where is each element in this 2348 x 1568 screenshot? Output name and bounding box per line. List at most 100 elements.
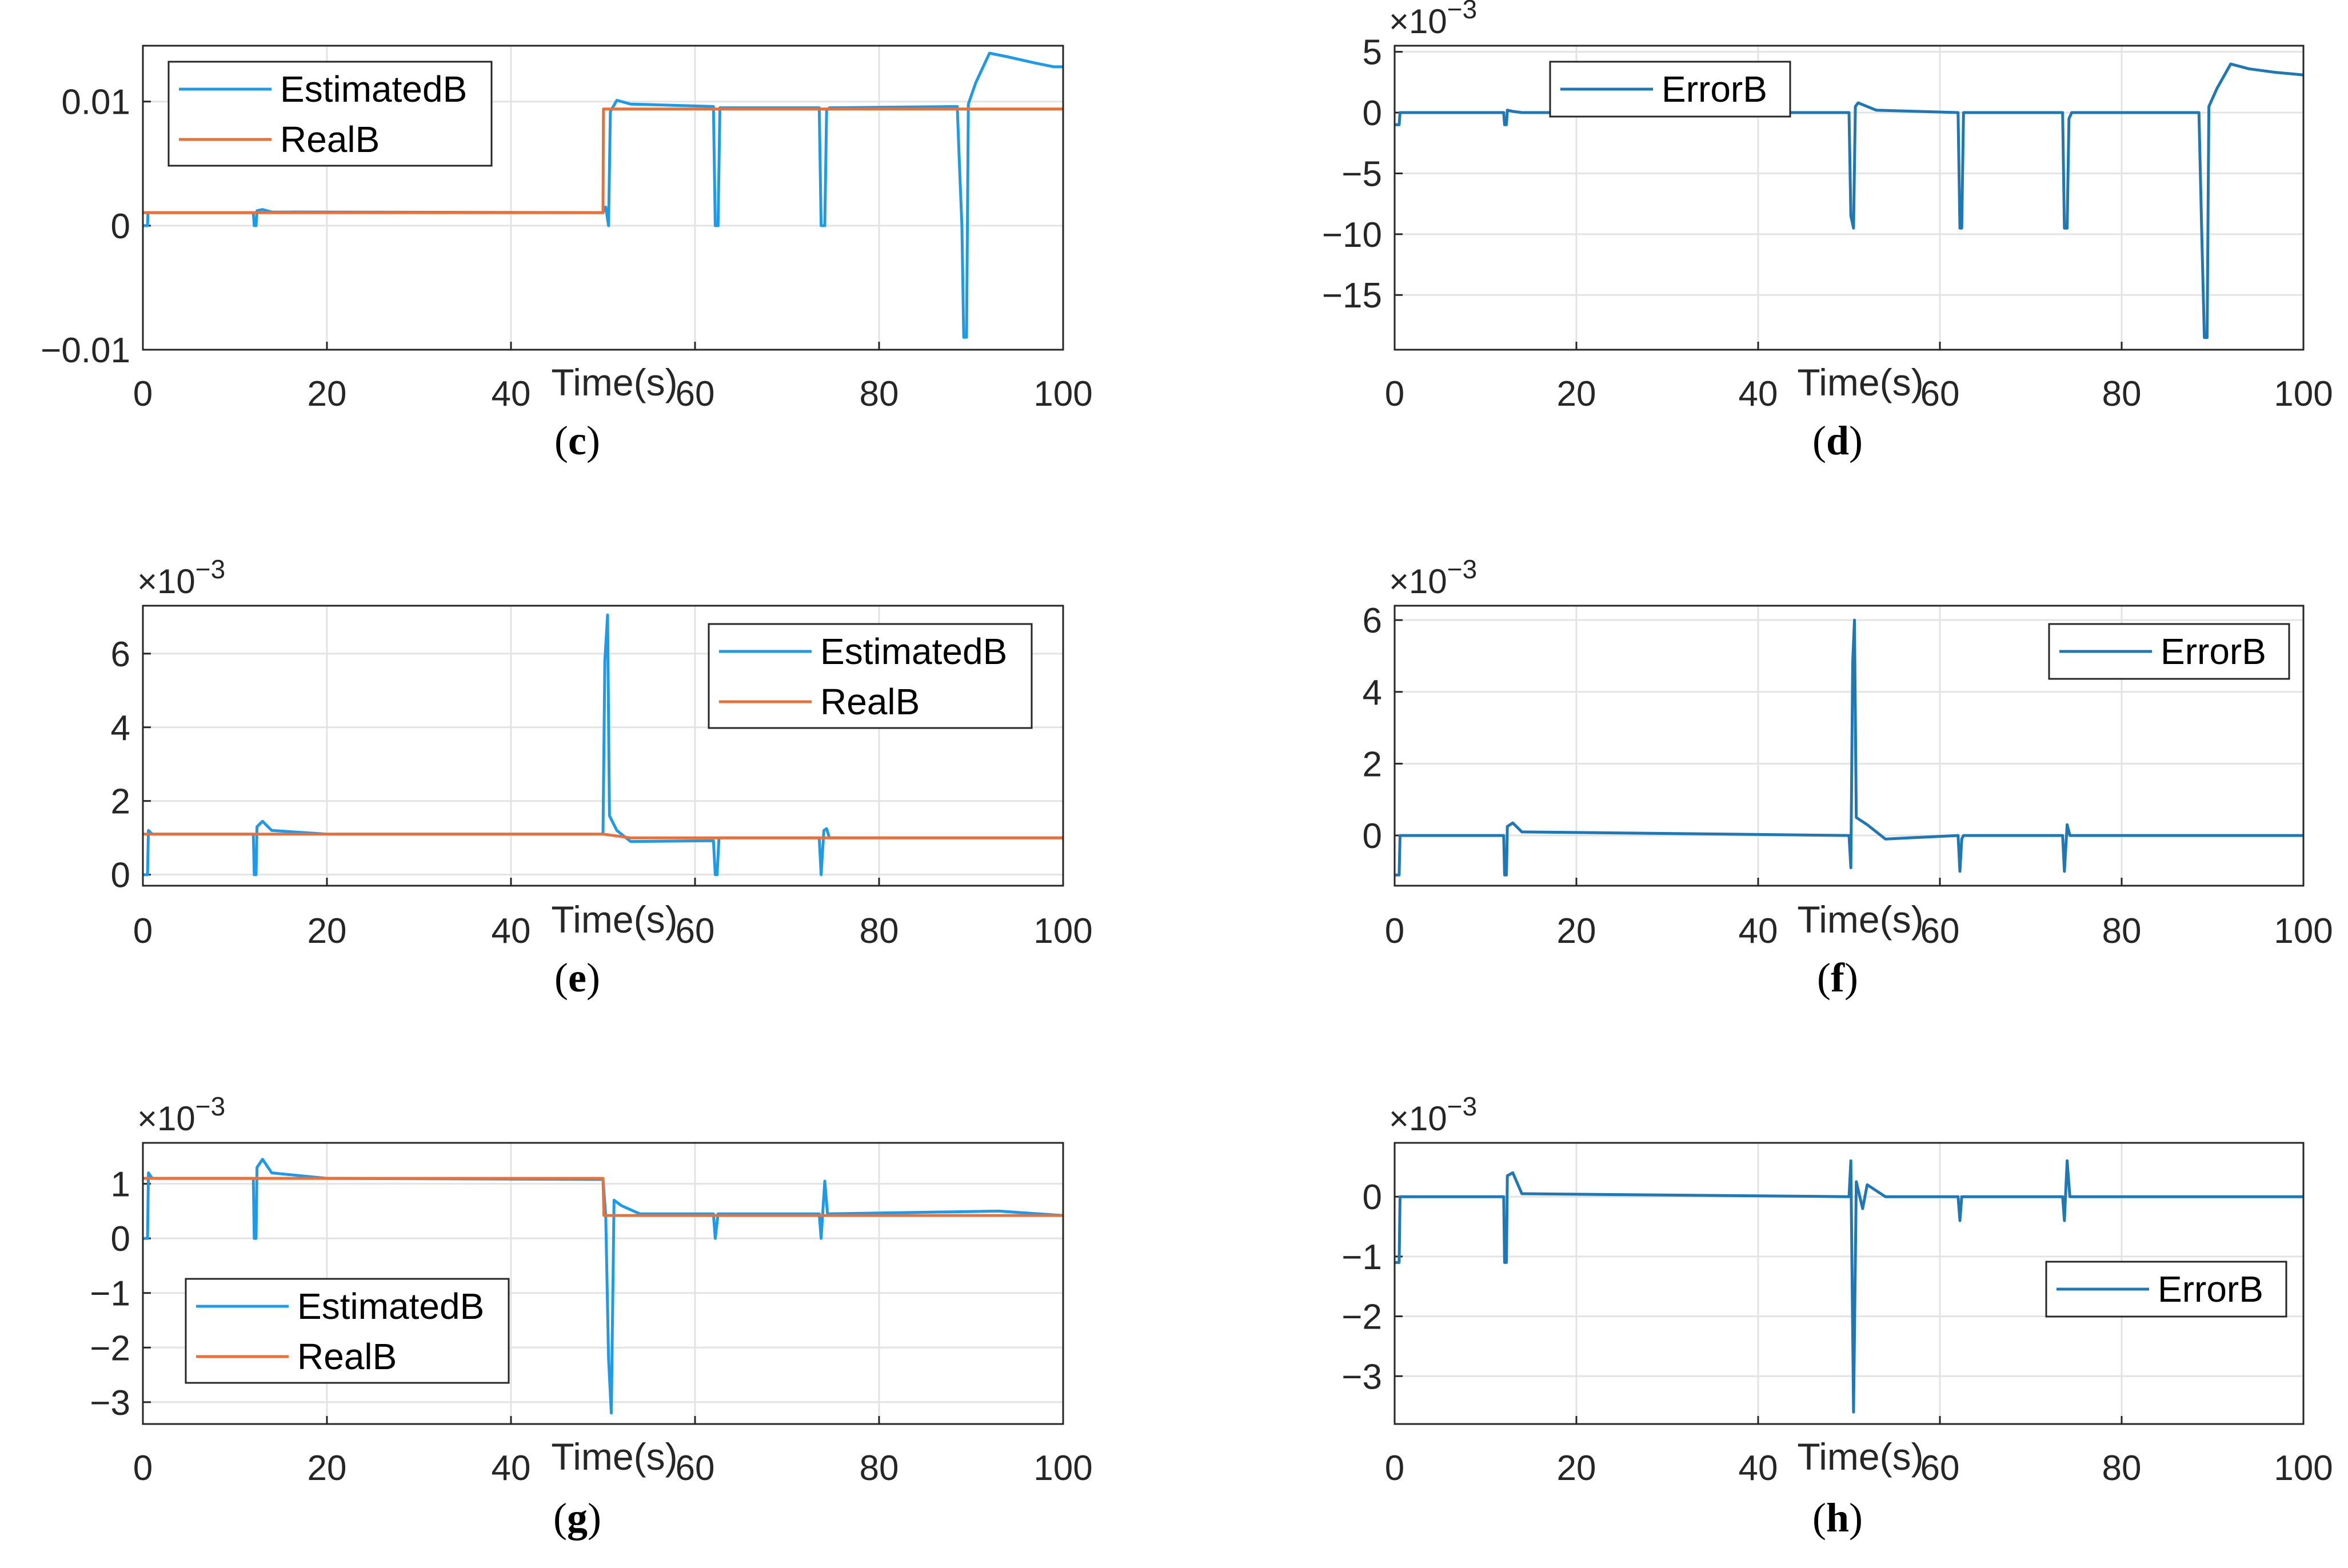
panel-caption: (g)	[553, 1495, 601, 1541]
series-line-realb	[143, 1177, 1063, 1217]
axes-frame	[142, 605, 1064, 887]
y-tick-label: 0.01	[61, 83, 130, 122]
y-tick-label: 0	[111, 207, 130, 246]
x-axis-label: Time(s)	[1797, 361, 1923, 403]
x-tick-label: 100	[1033, 1449, 1092, 1488]
legend-entry: ErrorB	[2161, 631, 2266, 672]
chart-e: 0 20 40 60 80 100 0 2 4 6×10−3 Time(s) EstimatedB Re…	[111, 554, 1093, 1001]
x-tick-label: 80	[2102, 911, 2142, 951]
x-axis-label: Time(s)	[551, 361, 677, 403]
x-tick-label: 100	[2274, 911, 2333, 951]
chart-f: 0 20 40 60 80 100 0 2 4 6×10−3 Time(s) ErrorB (f)	[1363, 554, 2333, 1001]
x-tick-label: 60	[676, 1449, 715, 1488]
x-tick-label: 0	[1385, 374, 1404, 414]
y-tick-label: −0.01	[41, 331, 130, 370]
x-tick-label: 20	[1557, 374, 1596, 414]
y-tick-label: −5	[1341, 154, 1382, 194]
y-tick-label: 6	[111, 635, 130, 674]
x-tick-label: 100	[1033, 911, 1092, 951]
x-axis-label: Time(s)	[551, 898, 677, 941]
x-axis-label: Time(s)	[551, 1435, 677, 1478]
legend: ErrorB	[2048, 623, 2290, 680]
chart-c: 0 20 40 60 80 100−0.0100.01Time(s)EstimatedBR…	[41, 45, 1093, 463]
series-line-errorb	[1395, 1159, 2303, 1414]
chart-g: 0 20 40 60 80 100 −3 −2 −1 0 1×10−3 Time(s) Estimate…	[90, 1091, 1092, 1541]
y-tick-label: 0	[1363, 94, 1382, 133]
x-tick-label: 40	[1739, 911, 1778, 951]
y-tick-label: 0	[111, 856, 130, 895]
legend-entry: RealB	[297, 1336, 397, 1377]
chart-d: 0 20 40 60 80 100 −15 −10 −5 0 5×10−3 Time(s) ErrorB…	[1322, 0, 2333, 463]
panel-caption: (e)	[554, 955, 600, 1001]
series-line-estimatedb	[143, 613, 1063, 877]
legend-entry: ErrorB	[2158, 1269, 2263, 1310]
x-tick-label: 40	[1739, 374, 1778, 414]
y-exponent-label: ×10−3	[137, 554, 225, 601]
x-tick-label: 20	[1557, 1449, 1596, 1488]
legend: ErrorB	[1549, 61, 1791, 118]
legend-box	[167, 61, 493, 167]
panel-caption: (c)	[554, 418, 600, 463]
x-tick-label: 80	[860, 1449, 899, 1488]
axes-frame	[1393, 605, 2305, 887]
y-tick-label: −3	[90, 1383, 130, 1423]
series-line-estimatedb	[143, 1158, 1063, 1415]
legend: ErrorB	[2045, 1261, 2287, 1318]
legend-entry: EstimatedB	[297, 1286, 484, 1327]
x-tick-label: 60	[676, 374, 715, 414]
series-line-errorb	[1395, 618, 2303, 877]
y-tick-label: 2	[111, 782, 130, 822]
legend: EstimatedB RealB	[167, 61, 493, 167]
x-tick-label: 80	[860, 911, 899, 951]
x-tick-label: 40	[492, 374, 531, 414]
y-tick-label: 5	[1363, 33, 1382, 73]
x-tick-label: 0	[133, 1449, 153, 1488]
y-tick-label: 0	[1363, 1178, 1382, 1217]
x-tick-label: 40	[492, 911, 531, 951]
panel-caption: (f)	[1817, 955, 1858, 1001]
legend-entry: EstimatedB	[280, 69, 467, 110]
panel-caption: (d)	[1812, 418, 1863, 463]
x-tick-label: 0	[1385, 1449, 1404, 1488]
x-tick-label: 0	[133, 911, 153, 951]
series-line-errorb	[1395, 62, 2303, 339]
x-tick-label: 0	[133, 374, 153, 414]
legend: EstimatedB RealB	[185, 1278, 510, 1384]
x-tick-label: 80	[2102, 374, 2142, 414]
x-tick-label: 20	[1557, 911, 1596, 951]
y-tick-label: 6	[1363, 601, 1382, 641]
y-tick-label: −1	[90, 1274, 130, 1314]
y-tick-label: −10	[1322, 215, 1382, 255]
x-tick-label: 40	[1739, 1449, 1778, 1488]
legend-entry: ErrorB	[1662, 69, 1767, 110]
y-exponent-label: ×10−3	[1389, 554, 1477, 601]
x-tick-label: 40	[492, 1449, 531, 1488]
y-tick-label: 2	[1363, 745, 1382, 784]
legend-box	[708, 623, 1033, 729]
axes-frame	[142, 45, 1064, 351]
x-tick-label: 100	[1033, 374, 1092, 414]
x-tick-label: 80	[860, 374, 899, 414]
x-tick-label: 20	[308, 911, 347, 951]
y-tick-label: −3	[1341, 1357, 1382, 1397]
axes-frame	[142, 1142, 1064, 1425]
y-tick-label: −2	[1341, 1298, 1382, 1337]
y-exponent-label: ×10−3	[137, 1091, 225, 1138]
axes-frame	[1393, 1142, 2305, 1425]
x-tick-label: 20	[308, 374, 347, 414]
x-tick-label: 60	[676, 911, 715, 951]
x-tick-label: 60	[1920, 911, 1960, 951]
x-tick-label: 20	[308, 1449, 347, 1488]
y-tick-label: −15	[1322, 276, 1382, 315]
y-exponent-label: ×10−3	[1389, 0, 1477, 41]
y-tick-label: −2	[90, 1329, 130, 1368]
x-axis-label: Time(s)	[1797, 898, 1923, 941]
x-tick-label: 100	[2274, 1449, 2333, 1488]
y-tick-label: 4	[1363, 673, 1382, 713]
x-tick-label: 100	[2274, 374, 2333, 414]
y-tick-label: 0	[1363, 817, 1382, 856]
series-line-realb	[143, 833, 1063, 839]
x-tick-label: 0	[1385, 911, 1404, 951]
y-tick-label: 1	[111, 1165, 130, 1205]
